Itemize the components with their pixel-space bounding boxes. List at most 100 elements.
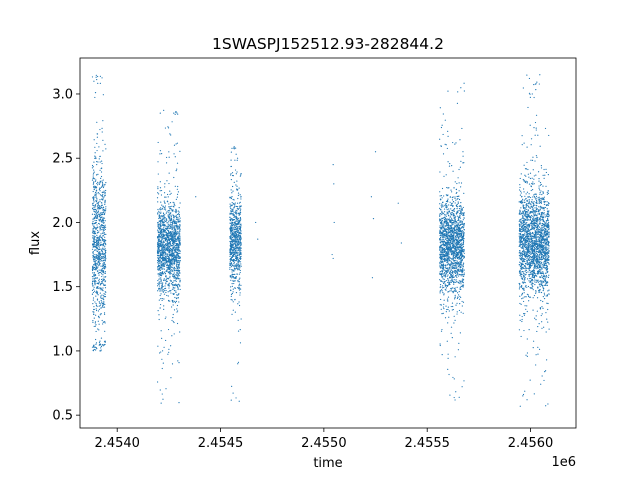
data-point xyxy=(158,210,160,212)
data-point xyxy=(168,224,170,227)
data-point xyxy=(460,212,462,214)
data-point xyxy=(239,294,241,296)
data-point xyxy=(92,255,95,257)
data-point xyxy=(167,229,169,232)
data-point xyxy=(158,223,161,225)
data-point xyxy=(171,235,173,238)
data-point xyxy=(160,253,162,255)
data-point xyxy=(229,250,231,252)
data-point xyxy=(178,273,180,275)
data-point xyxy=(167,268,169,270)
data-point xyxy=(229,249,232,251)
data-point xyxy=(454,289,456,291)
data-point xyxy=(237,217,239,219)
data-point xyxy=(457,231,459,233)
data-point xyxy=(232,264,234,266)
data-point xyxy=(96,133,99,135)
data-point xyxy=(446,186,448,189)
data-point xyxy=(230,238,232,240)
data-point xyxy=(460,240,463,242)
data-point xyxy=(440,234,442,236)
data-point xyxy=(238,241,241,243)
data-point xyxy=(91,268,94,270)
data-point xyxy=(97,243,99,245)
data-point xyxy=(167,215,169,218)
data-point xyxy=(234,259,236,262)
data-point xyxy=(455,269,457,271)
data-point xyxy=(178,211,180,213)
data-point xyxy=(179,260,181,262)
data-point xyxy=(163,250,165,252)
data-point xyxy=(458,245,460,247)
data-point xyxy=(458,280,460,282)
data-point xyxy=(98,301,100,303)
data-point xyxy=(93,264,95,266)
data-point xyxy=(229,206,231,208)
data-point xyxy=(173,274,175,276)
data-point xyxy=(442,230,444,232)
data-point xyxy=(171,288,174,290)
data-point xyxy=(160,280,162,282)
data-point xyxy=(460,258,462,260)
data-point xyxy=(455,251,457,253)
data-point xyxy=(439,254,441,256)
data-point xyxy=(95,308,97,310)
data-point xyxy=(443,219,445,221)
data-point xyxy=(173,262,175,264)
data-point xyxy=(101,224,104,227)
data-point xyxy=(96,192,98,194)
data-point xyxy=(175,214,177,216)
data-point xyxy=(455,230,457,233)
data-point xyxy=(167,236,169,238)
data-point xyxy=(178,402,180,404)
data-point xyxy=(451,290,453,293)
data-point xyxy=(178,234,180,236)
data-point xyxy=(160,194,163,196)
data-point xyxy=(158,237,160,239)
data-point xyxy=(157,282,159,285)
data-point xyxy=(443,294,445,296)
data-point xyxy=(100,301,103,303)
data-point xyxy=(164,127,167,129)
data-point xyxy=(159,181,161,183)
data-point xyxy=(103,185,105,187)
data-point xyxy=(94,269,96,271)
data-point xyxy=(104,200,106,202)
data-point xyxy=(449,228,451,230)
data-point xyxy=(104,228,106,231)
data-point xyxy=(447,322,449,324)
data-point xyxy=(95,338,97,341)
data-point xyxy=(95,243,98,245)
data-point xyxy=(461,209,464,211)
data-point xyxy=(160,226,162,228)
data-point xyxy=(231,185,234,188)
data-point xyxy=(457,222,459,224)
data-point xyxy=(239,264,241,267)
data-point xyxy=(455,250,457,252)
data-point xyxy=(101,162,103,165)
data-point xyxy=(446,259,448,261)
data-point xyxy=(454,319,456,321)
data-point xyxy=(167,127,170,129)
data-point xyxy=(460,182,463,184)
data-point xyxy=(95,179,97,181)
data-point xyxy=(444,288,446,290)
data-point xyxy=(103,293,105,295)
data-point xyxy=(177,232,179,234)
data-point xyxy=(97,310,100,312)
data-point xyxy=(457,201,459,203)
data-point xyxy=(92,244,94,246)
data-point xyxy=(454,197,456,200)
data-point xyxy=(172,201,174,203)
data-point xyxy=(444,232,446,235)
data-point xyxy=(240,284,242,286)
data-point xyxy=(98,344,100,346)
data-point xyxy=(453,228,456,230)
data-point xyxy=(96,248,98,250)
data-point xyxy=(175,218,177,220)
data-point xyxy=(461,208,464,210)
data-point xyxy=(164,214,166,216)
data-point xyxy=(463,229,465,231)
data-point xyxy=(232,244,234,247)
data-point xyxy=(444,143,446,145)
